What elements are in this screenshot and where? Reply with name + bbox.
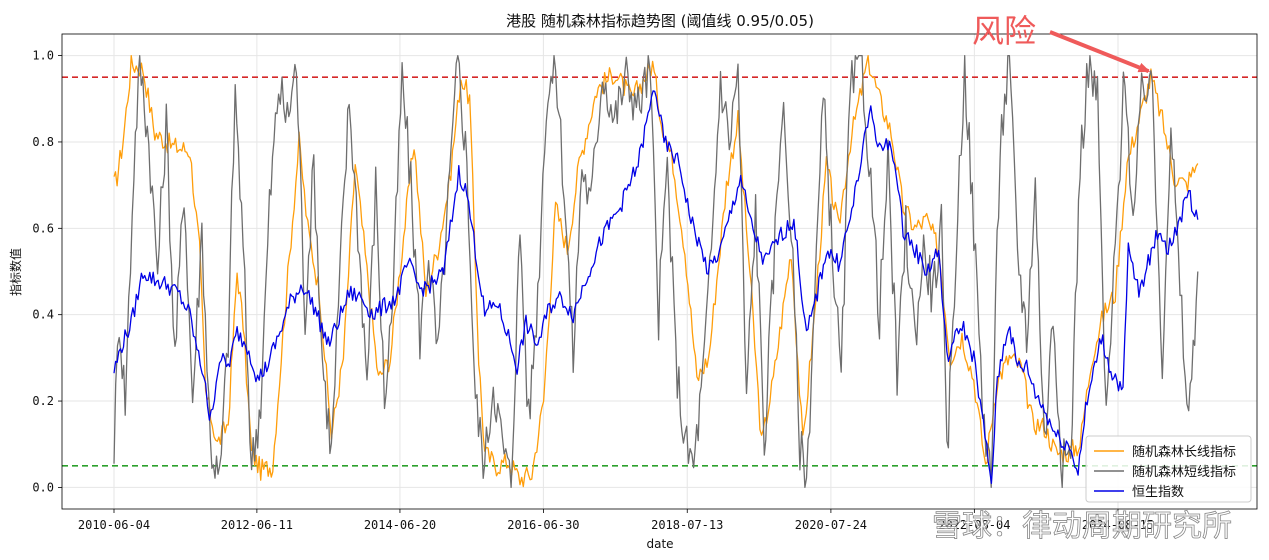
legend-box xyxy=(1085,435,1252,503)
series-line-2 xyxy=(113,54,1199,489)
x-tick-label: 2022-08-04 xyxy=(938,518,1010,532)
y-tick-label: 0.2 xyxy=(32,394,54,408)
risk-annotation: 风险 xyxy=(972,12,1151,74)
annotation-text: 风险 xyxy=(972,12,1036,50)
x-tick-label: 2018-07-13 xyxy=(651,518,723,532)
x-tick-label: 2020-07-24 xyxy=(795,518,867,532)
ticks: 0.0 0.2 0.4 0.6 0.8 1.0 2010-06-04 2012-06-11 20… xyxy=(32,49,1154,532)
y-tick-label: 0.6 xyxy=(32,221,54,235)
y-tick-label: 0.8 xyxy=(32,135,54,149)
x-axis-label: date xyxy=(646,537,673,551)
x-tick-label: 2014-06-20 xyxy=(364,518,436,532)
series-line-1 xyxy=(113,54,1199,488)
x-tick-label: 2016-06-30 xyxy=(507,518,579,532)
y-tick-label: 1.0 xyxy=(32,49,54,63)
legend-label: 随机森林短线指标 xyxy=(1132,465,1236,480)
legend-label: 随机森林长线指标 xyxy=(1132,445,1236,460)
watermark: 雪球：律动周期研究所 xyxy=(932,509,1232,544)
annotation-arrow xyxy=(1049,30,1151,74)
legend-label: 恒生指数 xyxy=(1132,485,1184,500)
y-tick-label: 0.4 xyxy=(32,308,54,322)
chart-title: 港股 随机森林指标趋势图 (阈值线 0.95/0.05) xyxy=(506,12,814,30)
threshold-lines xyxy=(62,76,1257,467)
plot-frame xyxy=(61,33,1258,510)
x-tick-label: 2012-06-11 xyxy=(221,518,293,532)
series-lines xyxy=(113,54,1199,489)
y-axis-label: 指标数值 xyxy=(8,248,23,296)
x-tick-label: 2024-08-15 xyxy=(1082,518,1154,532)
y-tick-label: 0.0 xyxy=(32,480,54,494)
grid xyxy=(62,34,1257,509)
x-tick-label: 2010-06-04 xyxy=(78,518,150,532)
series-line-3 xyxy=(113,90,1199,484)
